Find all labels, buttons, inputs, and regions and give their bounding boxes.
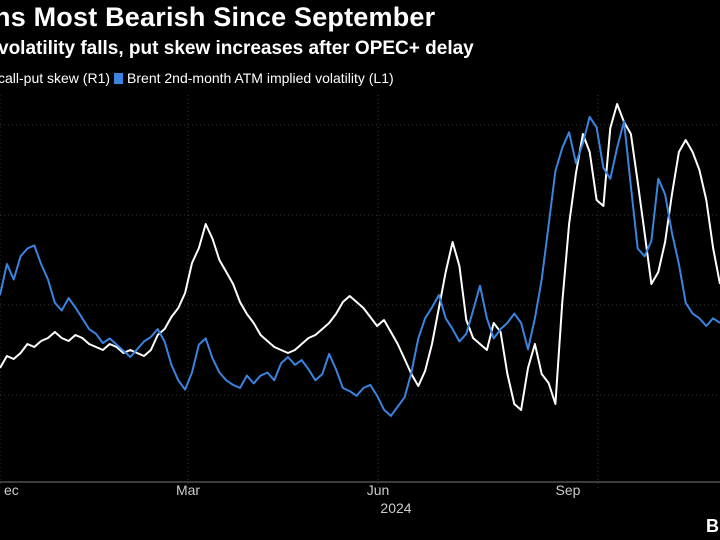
x-tick-label: Sep: [556, 482, 581, 498]
chart-title: ns Most Bearish Since September: [0, 2, 436, 32]
chart-subtitle: volatility falls, put skew increases aft…: [0, 38, 474, 59]
series-line-vol: [0, 115, 720, 417]
legend-item-skew: call-put skew (R1): [0, 70, 110, 86]
x-tick-label: ec: [4, 482, 19, 498]
legend-label-skew: call-put skew (R1): [0, 70, 111, 86]
gridlines: [0, 95, 720, 490]
brand-logo: Bl: [706, 516, 720, 536]
x-year-label: 2024: [380, 500, 411, 516]
legend-swatch-vol: [114, 72, 124, 84]
x-axis: ec Mar Jun Sep 2024: [4, 482, 581, 516]
x-tick-label: Jun: [367, 482, 390, 498]
series-lines: [0, 103, 720, 417]
series-line-skew: [0, 103, 720, 411]
x-tick-label: Mar: [176, 482, 200, 498]
chart-legend: call-put skew (R1) Brent 2nd-month ATM i…: [0, 70, 398, 86]
legend-label-vol: Brent 2nd-month ATM implied volatility (…: [127, 70, 394, 86]
legend-item-vol: Brent 2nd-month ATM implied volatility (…: [114, 70, 394, 86]
